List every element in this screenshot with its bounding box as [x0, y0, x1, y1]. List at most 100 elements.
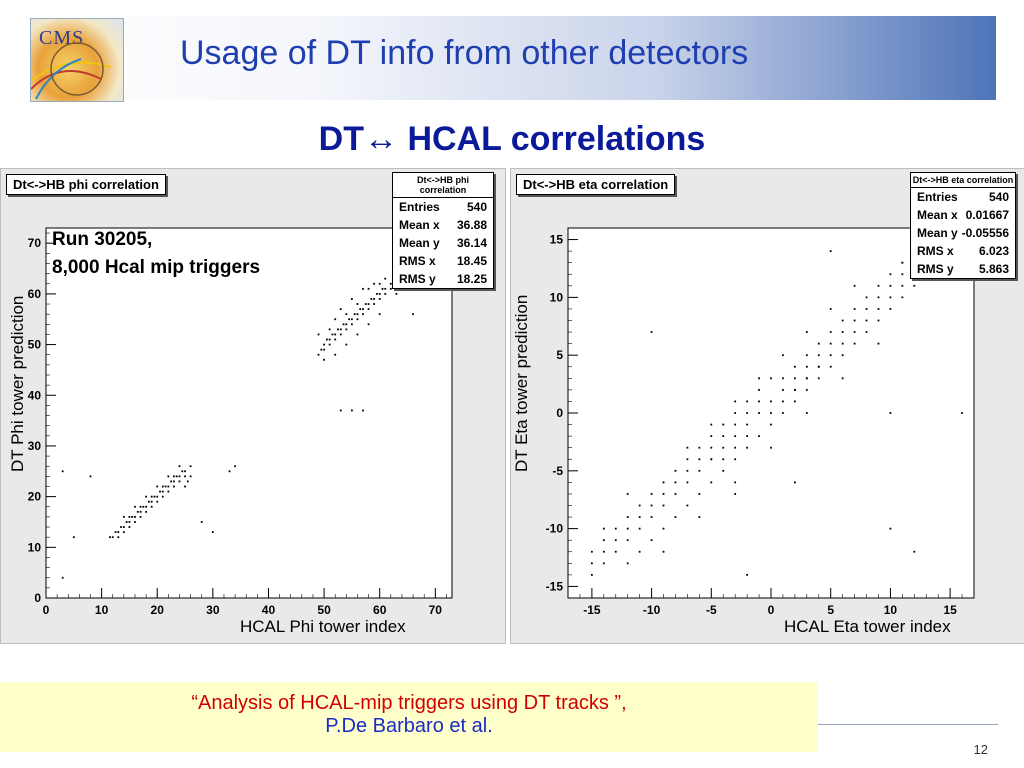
- data-point: [378, 313, 381, 316]
- data-point: [758, 412, 760, 414]
- data-point: [350, 298, 353, 300]
- data-point: [173, 485, 175, 488]
- data-point: [389, 282, 392, 285]
- data-point: [139, 510, 142, 513]
- data-point: [710, 423, 713, 426]
- x-tick-label: 15: [943, 603, 957, 617]
- data-point: [770, 423, 772, 426]
- data-point: [184, 475, 186, 478]
- data-point: [139, 505, 142, 508]
- data-point: [889, 412, 892, 414]
- data-point: [734, 493, 737, 495]
- data-point: [189, 465, 192, 468]
- eta-stats-title: Dt<->HB eta correlation: [911, 173, 1015, 188]
- data-point: [117, 531, 120, 534]
- data-point: [181, 470, 184, 473]
- data-point: [889, 308, 892, 310]
- data-point: [829, 342, 832, 345]
- eta-correlation-plot: -15 -10 -5 0 5 10 15 -15 -10 -5 0 5 10 15: [546, 227, 975, 617]
- x-tick-label: 0: [768, 603, 775, 617]
- data-point: [746, 435, 749, 438]
- data-point: [770, 400, 772, 403]
- data-point: [167, 490, 170, 493]
- data-point: [348, 318, 351, 321]
- data-point: [626, 527, 629, 530]
- data-point: [364, 303, 367, 305]
- data-point: [211, 531, 214, 534]
- data-point: [853, 331, 856, 333]
- phi-plot-title: Dt<->HB phi correlation: [6, 174, 166, 195]
- data-point: [734, 435, 737, 438]
- data-point: [590, 550, 593, 553]
- x-tick-label: 10: [884, 603, 898, 617]
- data-point: [805, 388, 808, 391]
- data-point: [590, 573, 593, 576]
- data-point: [317, 333, 320, 336]
- reference-authors: P.De Barbaro et al.: [325, 715, 493, 737]
- x-tick-label: -10: [643, 603, 661, 617]
- stats-row: RMS y 5.863: [917, 262, 1009, 276]
- data-point: [128, 526, 131, 528]
- data-point: [841, 331, 844, 333]
- data-point: [793, 377, 796, 380]
- y-tick-label: 50: [28, 338, 42, 352]
- data-point: [156, 495, 159, 498]
- data-point: [356, 318, 359, 321]
- data-point: [674, 493, 677, 495]
- data-point: [889, 527, 892, 530]
- data-point: [167, 475, 170, 478]
- data-point: [173, 480, 175, 483]
- eta-stats-box: Dt<->HB eta correlation Entries 540 Mean …: [910, 172, 1016, 279]
- data-point: [770, 446, 772, 449]
- data-point: [128, 516, 131, 518]
- stats-row: RMS y 18.25: [399, 272, 487, 286]
- data-point: [367, 308, 370, 310]
- data-point: [614, 550, 617, 553]
- data-point: [334, 338, 337, 341]
- data-point: [150, 500, 153, 503]
- data-point: [161, 490, 164, 493]
- data-point: [134, 516, 136, 518]
- data-point: [373, 282, 376, 285]
- data-point: [889, 284, 892, 287]
- x-tick-label: 40: [262, 603, 276, 617]
- data-point: [746, 400, 749, 403]
- data-point: [356, 303, 359, 305]
- data-point: [147, 500, 150, 503]
- data-point: [61, 470, 64, 473]
- data-point: [913, 550, 916, 553]
- data-point: [793, 388, 796, 391]
- data-point: [145, 510, 148, 513]
- data-point: [758, 435, 760, 438]
- data-point: [662, 504, 665, 507]
- data-point: [328, 338, 331, 341]
- data-point: [698, 458, 701, 461]
- y-tick-label: -15: [546, 579, 564, 593]
- y-tick-label: 40: [28, 388, 42, 402]
- data-point: [638, 527, 641, 530]
- data-point: [698, 446, 701, 449]
- x-tick-label: -5: [706, 603, 717, 617]
- run-annotation: Run 30205, 8,000 Hcal mip triggers: [52, 226, 260, 282]
- y-tick-label: 15: [550, 233, 564, 247]
- data-point: [734, 423, 737, 426]
- data-point: [117, 536, 120, 539]
- data-point: [626, 493, 629, 495]
- data-point: [328, 328, 331, 331]
- data-point: [170, 480, 173, 483]
- data-point: [746, 412, 749, 414]
- data-point: [378, 298, 381, 300]
- stats-row: Mean x 0.01667: [917, 208, 1009, 222]
- data-point: [889, 296, 892, 299]
- title-bar: [28, 16, 996, 100]
- data-point: [134, 505, 136, 508]
- data-point: [381, 287, 384, 290]
- data-point: [961, 412, 963, 414]
- data-point: [782, 354, 784, 357]
- data-point: [384, 287, 387, 290]
- data-point: [638, 504, 641, 507]
- data-point: [614, 539, 617, 542]
- data-point: [710, 446, 713, 449]
- data-point: [362, 308, 364, 310]
- data-point: [331, 333, 334, 336]
